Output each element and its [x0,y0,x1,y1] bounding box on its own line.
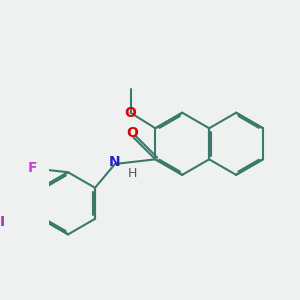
Text: O: O [126,126,138,140]
Text: H: H [128,167,137,180]
Text: O: O [124,106,136,120]
Text: I: I [0,215,5,229]
Text: N: N [109,155,121,170]
Text: F: F [28,160,37,175]
